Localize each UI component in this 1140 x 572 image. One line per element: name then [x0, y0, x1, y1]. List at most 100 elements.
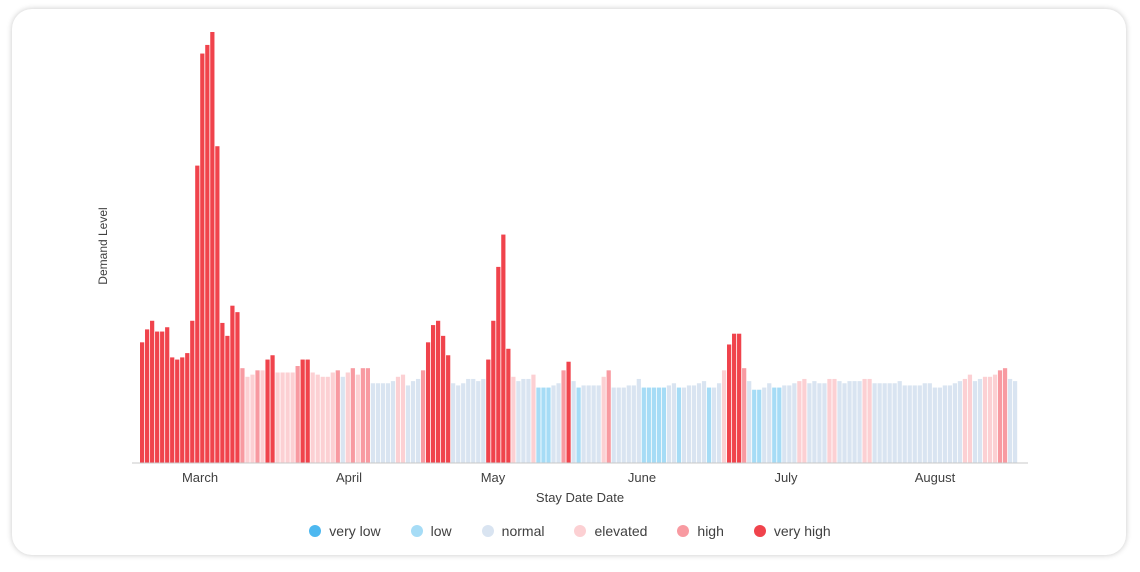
x-tick-label: June: [628, 470, 656, 485]
x-axis-title: Stay Date Date: [536, 490, 624, 505]
bar: [461, 383, 466, 463]
bar: [987, 376, 993, 463]
legend-label: normal: [501, 523, 545, 539]
bar: [335, 370, 340, 463]
bar: [611, 387, 616, 463]
bar: [285, 372, 290, 463]
bar: [526, 378, 531, 463]
legend-swatch: [753, 525, 766, 537]
bar: [436, 320, 441, 463]
bar: [571, 381, 576, 463]
bar: [897, 381, 902, 463]
bar: [290, 372, 295, 463]
bar: [210, 32, 215, 463]
legend-item[interactable]: elevated: [574, 523, 647, 539]
bar: [616, 387, 621, 463]
bar: [140, 342, 145, 463]
legend-label: elevated: [594, 523, 648, 539]
legend-item[interactable]: very low: [309, 523, 381, 539]
bar: [772, 387, 777, 463]
bar: [727, 344, 732, 464]
bar: [737, 333, 742, 463]
bar: [581, 385, 586, 463]
bar: [661, 387, 666, 463]
bar: [541, 387, 546, 463]
bar: [656, 387, 661, 463]
bar: [496, 266, 501, 463]
legend-item[interactable]: low: [410, 523, 452, 539]
legend-item[interactable]: high: [677, 523, 724, 539]
bar: [315, 374, 320, 463]
legend-label: very high: [773, 523, 831, 539]
bar: [310, 372, 315, 463]
bar: [405, 385, 411, 463]
bar: [696, 383, 702, 463]
bar: [280, 372, 285, 463]
bar: [972, 381, 978, 463]
bar: [651, 387, 656, 463]
bar: [802, 378, 807, 463]
bar: [250, 374, 255, 463]
bar: [762, 387, 767, 463]
bar: [887, 383, 892, 463]
legend-item[interactable]: normal: [481, 523, 545, 539]
bar: [481, 378, 486, 463]
bar: [902, 385, 907, 463]
bar: [947, 385, 952, 463]
bar: [1007, 378, 1013, 463]
bar: [546, 387, 551, 463]
bar: [220, 322, 225, 463]
bar: [395, 376, 401, 463]
bar: [967, 374, 973, 463]
bar: [837, 381, 842, 463]
bar: [742, 368, 747, 463]
bar: [185, 353, 190, 464]
x-tick-label: April: [336, 470, 362, 485]
bar: [701, 381, 707, 463]
bar: [305, 359, 310, 463]
bar: [245, 376, 250, 463]
bar: [747, 381, 752, 463]
bar: [847, 381, 852, 463]
bar: [180, 357, 185, 463]
bar: [190, 320, 195, 463]
bar: [320, 376, 325, 463]
bar: [782, 385, 787, 463]
bar: [260, 370, 265, 463]
bar: [681, 387, 687, 463]
bar: [170, 357, 175, 463]
x-tick-label: March: [182, 470, 218, 485]
bar: [165, 327, 170, 464]
bar: [757, 389, 762, 463]
bar: [822, 383, 827, 463]
bar: [486, 359, 491, 463]
legend-item[interactable]: very high: [753, 523, 831, 539]
bar: [706, 387, 712, 463]
bar: [420, 370, 426, 463]
bar: [912, 385, 917, 463]
bar: [225, 335, 230, 463]
x-tick-label: August: [915, 470, 956, 485]
bar: [862, 378, 867, 463]
legend-label: high: [697, 523, 724, 539]
bar: [551, 385, 556, 463]
bar: [230, 305, 235, 463]
bar: [195, 165, 200, 464]
bar: [957, 381, 963, 463]
legend-swatch: [574, 525, 587, 537]
bar: [295, 366, 300, 463]
bar: [491, 320, 496, 463]
bar: [997, 370, 1003, 463]
bar: [666, 385, 672, 463]
bar: [330, 372, 335, 463]
bar: [832, 378, 837, 463]
bar: [927, 383, 932, 463]
bar: [907, 385, 912, 463]
bar: [501, 234, 506, 463]
bar: [506, 348, 511, 463]
bar: [962, 378, 968, 463]
bar: [390, 381, 396, 463]
bar: [441, 335, 446, 463]
bar: [992, 374, 998, 463]
